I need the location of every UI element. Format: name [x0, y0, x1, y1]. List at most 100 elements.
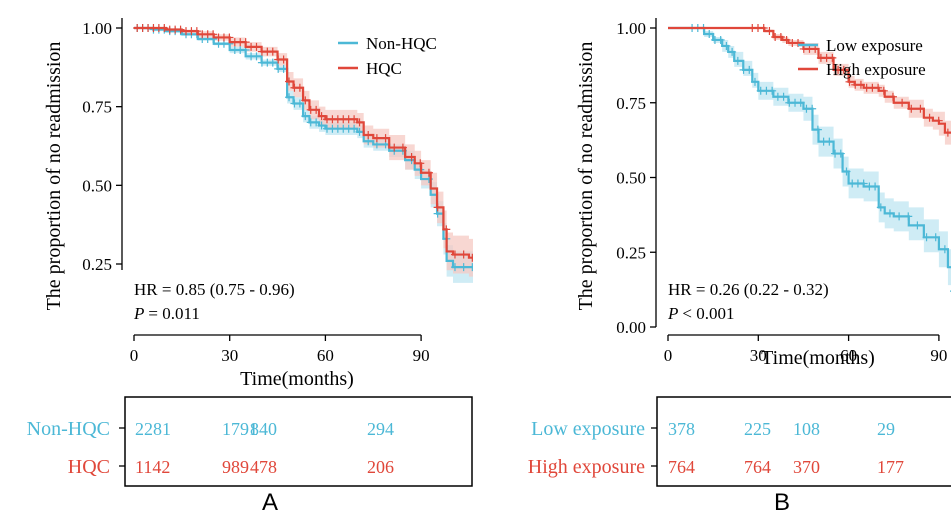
panel-b-plot-area	[668, 24, 951, 292]
x-tick-label: 90	[930, 346, 947, 365]
censor-mark-low-exposure	[733, 56, 742, 65]
censor-mark-hqc	[192, 27, 201, 36]
censor-mark-low-exposure	[885, 209, 894, 218]
censor-mark-non-hqc	[268, 58, 277, 67]
censor-mark-non-hqc	[312, 118, 321, 127]
censor-mark-hqc	[381, 134, 390, 143]
panel-a-risk-table-frame	[124, 396, 473, 487]
x-tick-label: 0	[664, 346, 673, 365]
risk-table-count: 108	[793, 419, 820, 439]
censor-mark-high-exposure	[879, 86, 888, 95]
risk-table-count: 294	[367, 419, 394, 439]
censor-mark-hqc	[459, 250, 468, 259]
y-tick-label: 1.00	[82, 19, 112, 38]
y-tick-label: 0.00	[616, 318, 646, 337]
censor-mark-low-exposure	[796, 98, 805, 107]
censor-mark-hqc	[477, 254, 485, 262]
panel-a-p-annotation: P = 0.011	[133, 304, 200, 323]
panel-a-x-ticks: 0 30 60 90	[130, 335, 430, 365]
censor-mark-low-exposure	[931, 233, 940, 242]
panel-a-y-ticks: 0.25 0.50 0.75 1.00	[82, 19, 122, 274]
risk-table-count: 370	[793, 457, 820, 477]
censor-mark-low-exposure	[750, 77, 759, 86]
censor-mark-low-exposure	[836, 149, 845, 158]
risk-table-count: 378	[668, 419, 695, 439]
censor-mark-hqc	[295, 83, 304, 92]
censor-mark-high-exposure	[916, 104, 925, 113]
x-tick-label: 0	[130, 346, 139, 365]
censor-mark-hqc	[279, 55, 288, 64]
censor-mark-low-exposure	[768, 86, 777, 95]
x-tick-label: 30	[221, 346, 238, 365]
risk-table-count: 29	[877, 419, 895, 439]
censor-mark-hqc	[433, 203, 442, 212]
censor-mark-low-exposure	[745, 65, 754, 74]
risk-table-count: 2281	[135, 419, 171, 439]
censor-mark-high-exposure	[856, 80, 865, 89]
risk-table-count: 206	[367, 457, 394, 477]
censor-mark-high-exposure	[888, 92, 897, 101]
panel-a: 0.25 0.50 0.75 1.00 0 30 60 90 The proportion …	[27, 18, 485, 514]
censor-mark-low-exposure	[808, 104, 817, 113]
censor-mark-low-exposure	[895, 212, 904, 221]
ci-band-hqc	[134, 28, 473, 277]
censor-mark-low-exposure	[813, 125, 822, 134]
censor-mark-low-exposure	[940, 245, 949, 254]
censor-mark-non-hqc	[285, 93, 294, 102]
censor-mark-low-exposure	[825, 137, 834, 146]
censor-mark-hqc	[468, 253, 473, 262]
censor-mark-hqc	[285, 77, 294, 86]
censor-mark-low-exposure	[904, 212, 913, 221]
panel-b-p-symbol: P	[667, 304, 678, 323]
risk-table-count: 840	[250, 419, 277, 439]
risk-table-row-label: High exposure	[528, 456, 645, 478]
censor-mark-hqc	[241, 38, 250, 47]
censor-mark-non-hqc	[252, 52, 261, 61]
risk-table-count: 1791	[222, 419, 258, 439]
censor-mark-low-exposure	[876, 203, 885, 212]
censor-mark-non-hqc	[317, 121, 326, 130]
panel-a-hr-annotation: HR = 0.85 (0.75 - 0.96)	[134, 280, 295, 299]
y-tick-label: 0.75	[82, 98, 112, 117]
censor-mark-non-hqc	[450, 263, 459, 272]
survival-line-non-hqc	[134, 26, 473, 269]
censor-mark-low-exposure	[859, 179, 868, 188]
censor-mark-low-exposure	[722, 41, 731, 50]
x-tick-label: 30	[750, 346, 767, 365]
panel-b-p-annotation: P < 0.001	[667, 304, 734, 323]
censor-mark-high-exposure	[898, 98, 907, 107]
censor-mark-low-exposure	[728, 47, 737, 56]
censor-mark-hqc	[390, 143, 399, 152]
censor-mark-high-exposure	[874, 83, 883, 92]
censor-mark-high-exposure	[828, 53, 837, 62]
risk-table-count: 177	[877, 457, 904, 477]
panel-b-legend-label-low-exposure: Low exposure	[826, 36, 923, 55]
censor-mark-hqc	[398, 143, 407, 152]
censor-mark-high-exposure	[782, 35, 791, 44]
panel-a-legend: Non-HQC HQC	[338, 34, 437, 78]
censor-mark-hqc	[209, 30, 218, 39]
risk-table-count: 764	[744, 457, 771, 477]
censor-mark-hqc	[176, 25, 185, 34]
censor-mark-hqc	[407, 153, 416, 162]
panel-b-axes	[655, 18, 939, 336]
risk-table-count: 989	[222, 457, 249, 477]
y-tick-label: 0.25	[82, 255, 112, 274]
censor-mark-hqc	[350, 115, 359, 124]
censor-mark-hqc	[252, 42, 261, 51]
censor-mark-hqc	[312, 105, 321, 114]
panel-a-legend-label-hqc: HQC	[366, 59, 402, 78]
censor-mark-hqc	[225, 33, 234, 42]
censor-mark-non-hqc	[350, 124, 359, 133]
censor-mark-high-exposure	[925, 113, 934, 122]
y-tick-label: 0.75	[616, 94, 646, 113]
censor-mark-high-exposure	[765, 26, 774, 35]
risk-table-count: 764	[668, 457, 695, 477]
panel-b-p-value: < 0.001	[682, 304, 734, 323]
censor-mark-high-exposure	[839, 65, 848, 74]
censor-mark-non-hqc	[459, 263, 468, 272]
y-tick-label: 0.50	[616, 169, 646, 188]
panel-b-legend: Low exposure High exposure	[798, 36, 926, 79]
panel-b-x-ticks: 0 30 60 90	[664, 335, 947, 365]
